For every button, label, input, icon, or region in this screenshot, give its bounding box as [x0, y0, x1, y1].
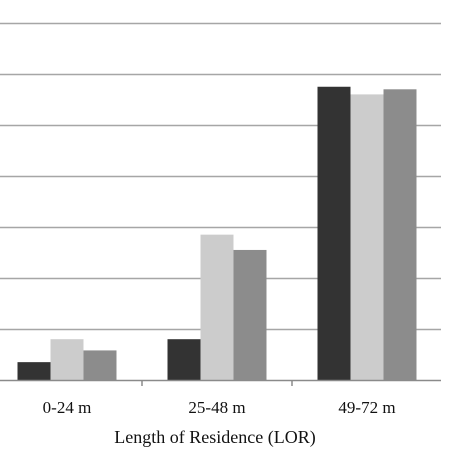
bar [233, 249, 267, 380]
x-tick-label: 49-72 m [338, 398, 395, 417]
bars [17, 86, 417, 381]
bar [83, 350, 117, 380]
x-tick-labels: 0-24 m 25-48 m 49-72 m [43, 398, 396, 417]
x-axis [0, 379, 441, 386]
bar [383, 89, 417, 381]
x-axis-title: Length of Residence (LOR) [114, 427, 315, 448]
bar [167, 339, 201, 380]
bar [17, 362, 51, 380]
bar [200, 234, 234, 380]
bar [317, 86, 351, 380]
x-tick-label: 25-48 m [188, 398, 245, 417]
bar [50, 339, 84, 380]
gridlines [0, 22, 441, 331]
x-tick-label: 0-24 m [43, 398, 92, 417]
bar [350, 94, 384, 381]
